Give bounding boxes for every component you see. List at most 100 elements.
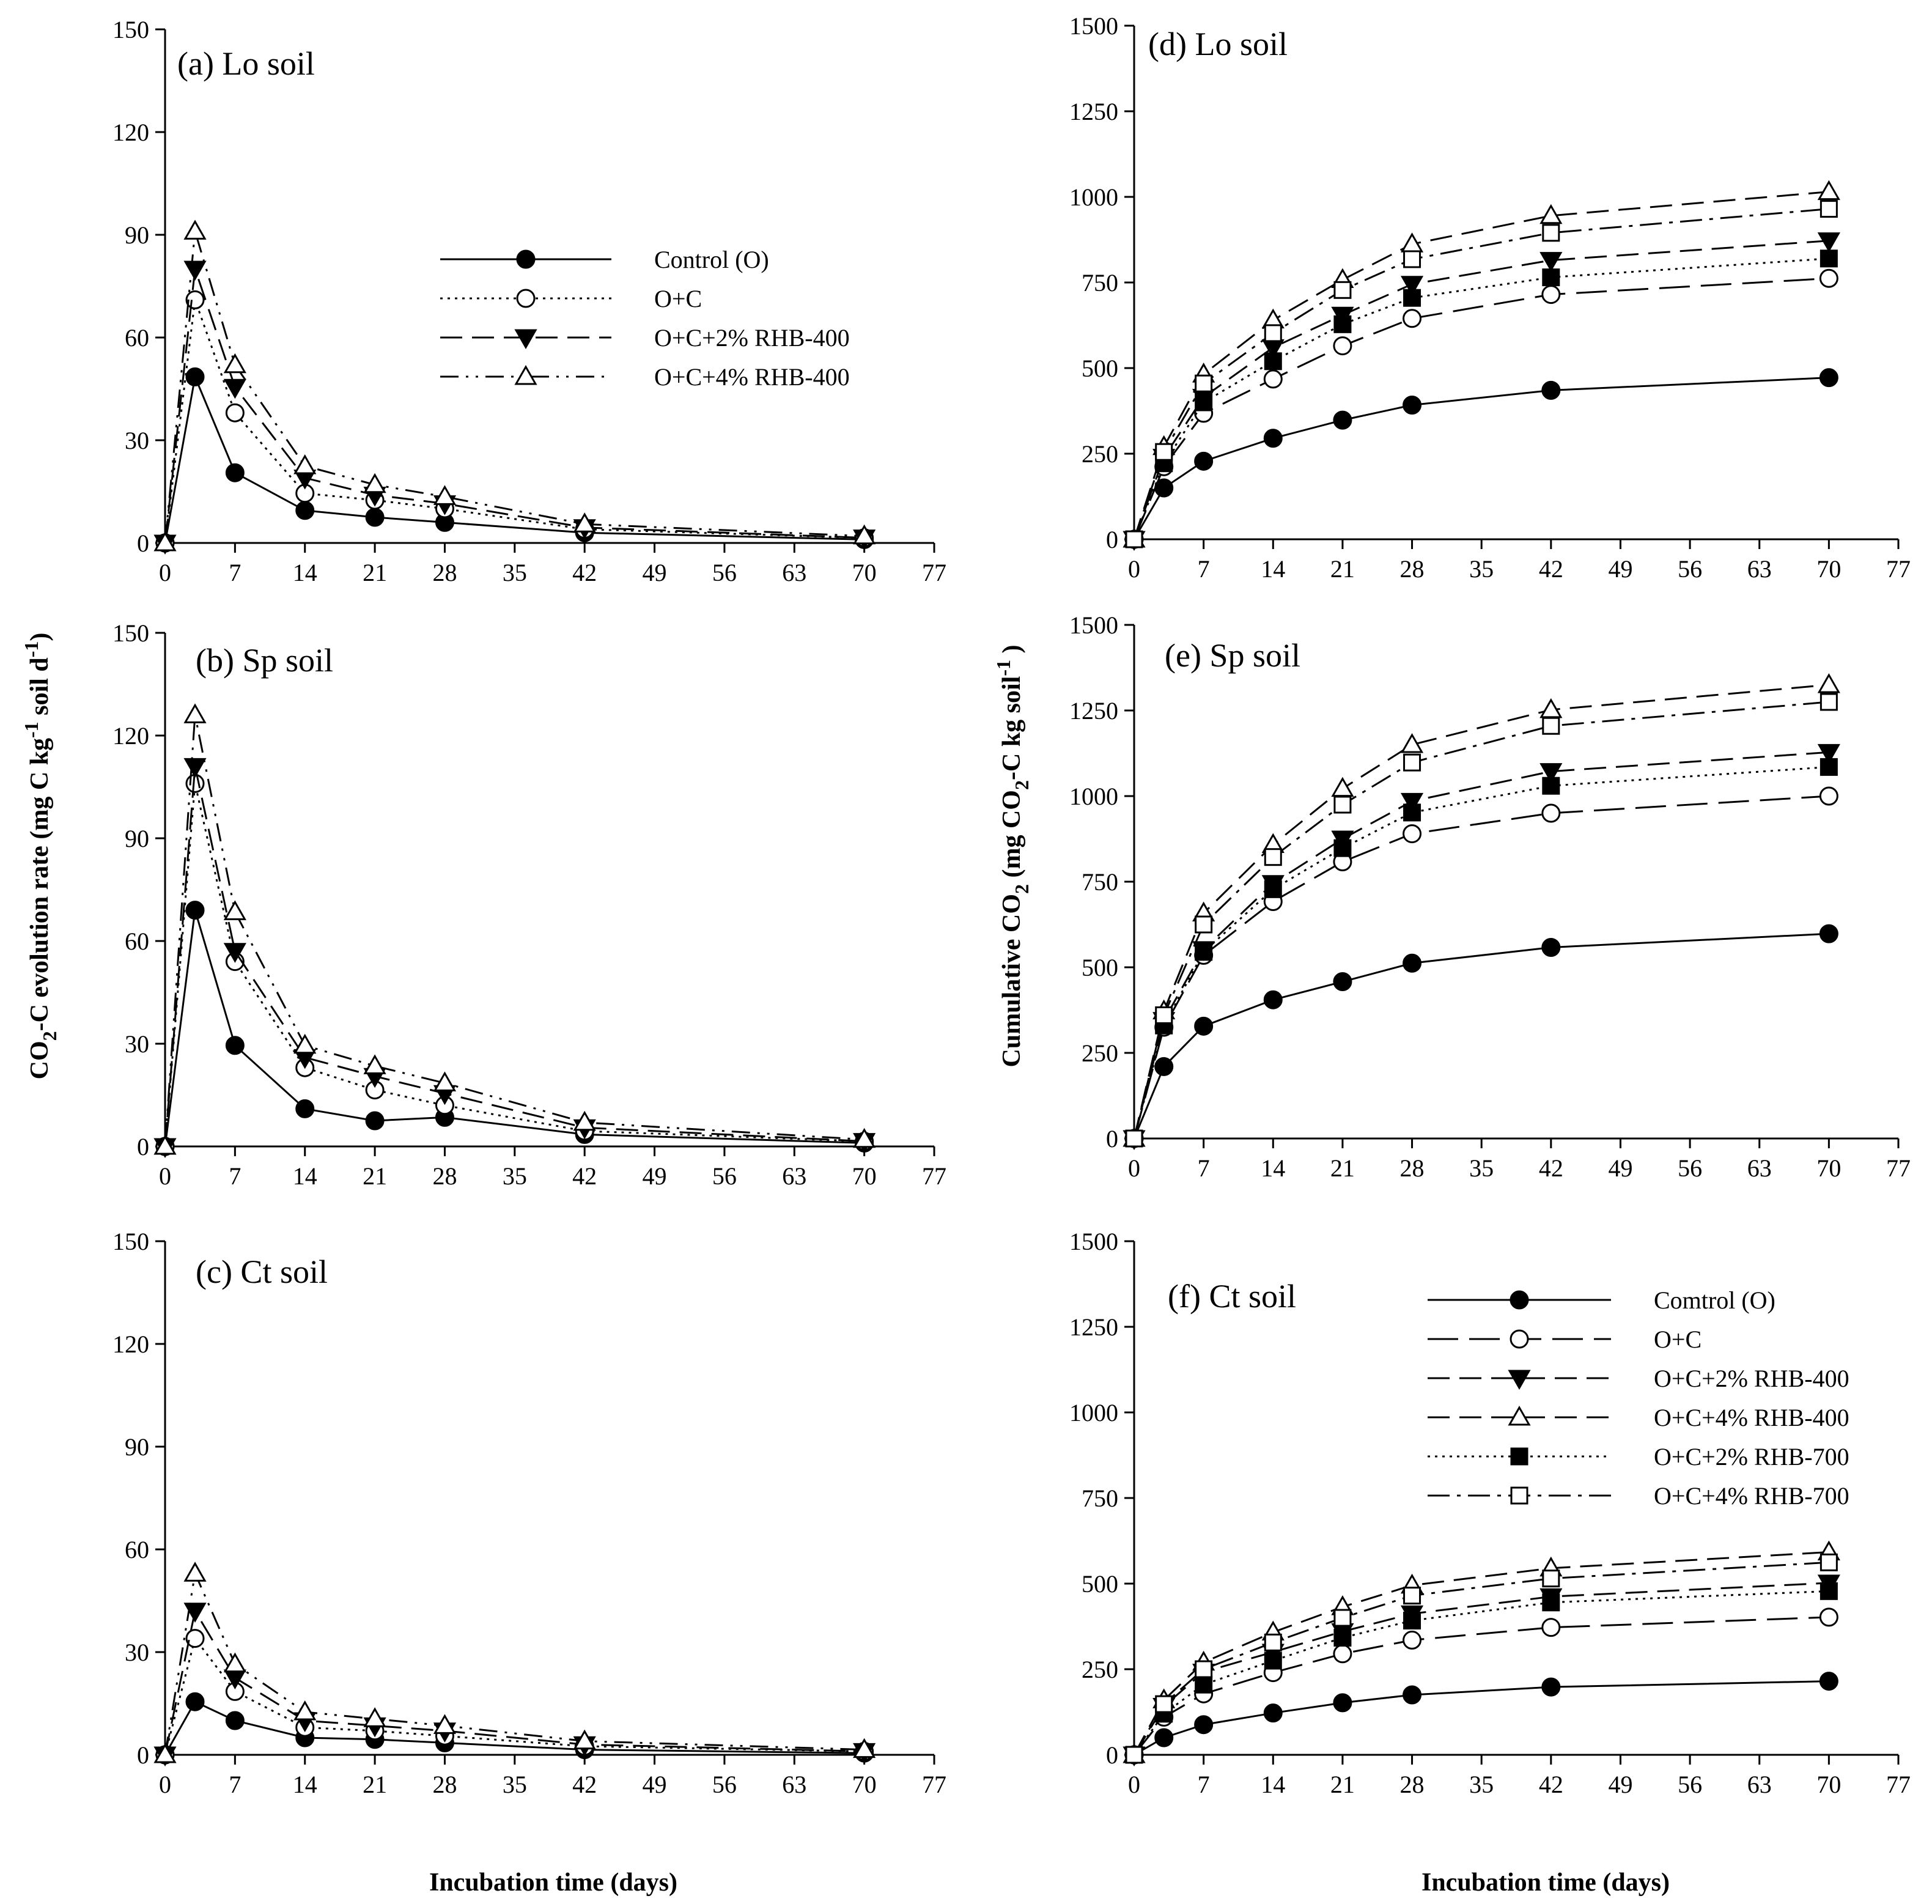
data-point: [185, 1692, 205, 1711]
y-tick-label: 750: [1082, 1485, 1118, 1512]
y-axis-title-right-f: -1: [992, 660, 1014, 676]
data-point: [1333, 1644, 1352, 1664]
data-point: [1403, 824, 1422, 844]
panel-title: (a) Lo soil: [177, 45, 315, 82]
x-tick-label: 56: [1678, 1771, 1702, 1798]
x-tick-label: 77: [922, 559, 946, 586]
series-o-c-4-rhb-400: [1123, 1540, 1840, 1763]
series-control-o-: [1124, 924, 1838, 1148]
x-tick-label: 70: [852, 559, 877, 586]
y-tick-label: 60: [125, 324, 149, 352]
data-point: [225, 1711, 245, 1730]
data-point: [1403, 289, 1421, 307]
data-point: [1820, 693, 1838, 711]
data-point: [1333, 1609, 1352, 1627]
series-line: [1133, 1582, 1829, 1755]
data-point: [1403, 953, 1422, 973]
data-point: [223, 1652, 246, 1673]
x-tick-label: 35: [503, 559, 527, 586]
series-line: [1133, 1616, 1829, 1755]
y-axis-title-left-g: ): [26, 633, 54, 641]
data-point: [853, 524, 876, 545]
x-tick-label: 56: [1678, 1154, 1702, 1182]
legend-marker: [1508, 1405, 1531, 1426]
data-point: [1819, 368, 1838, 388]
x-tick-label: 77: [1886, 1154, 1911, 1182]
data-point: [1195, 1660, 1213, 1678]
data-point: [573, 1110, 596, 1131]
data-point: [1403, 1611, 1421, 1629]
x-axis-title-left: Incubation time (days): [429, 1869, 677, 1897]
series-o-c-4-rhb-700: [1125, 693, 1838, 1148]
series-o-c: [1124, 786, 1838, 1148]
data-point: [1820, 758, 1838, 776]
data-point: [1819, 924, 1838, 943]
y-tick-label: 1000: [1069, 1399, 1118, 1426]
x-tick-label: 77: [922, 1771, 946, 1798]
y-tick-label: 120: [112, 1330, 149, 1358]
data-point: [293, 454, 317, 474]
y-tick-label: 90: [125, 221, 149, 249]
series-line: [1133, 257, 1829, 540]
data-point: [1400, 732, 1424, 753]
y-axis-title-right-b: 2: [1011, 884, 1033, 894]
y-axis-title-left-b: 2: [39, 1031, 61, 1041]
legend-label: O+C+2% RHB-400: [1654, 1365, 1849, 1392]
data-point: [225, 463, 245, 482]
y-axis-title-left-e: soil d: [26, 657, 54, 721]
y-tick-label: 1000: [1069, 783, 1118, 810]
y-tick-label: 1500: [1069, 1228, 1118, 1255]
series-line: [164, 1608, 865, 1755]
x-tick-label: 70: [1816, 1154, 1841, 1182]
x-tick-label: 42: [1539, 1771, 1563, 1798]
y-tick-label: 1250: [1069, 697, 1118, 725]
x-tick-label: 28: [432, 559, 457, 586]
data-point: [1333, 315, 1352, 333]
legend-marker: [1510, 1329, 1529, 1349]
legend-label: O+C+2% RHB-700: [1654, 1443, 1849, 1470]
x-tick-label: 21: [363, 559, 387, 586]
panel-e-sp-soil-cumulative: 0 7 14 21 28 35 42 49 56 63 70 77 0 250 500 750 1000 1250…: [1069, 611, 1911, 1182]
data-point: [1194, 1715, 1214, 1735]
y-tick-label: 0: [137, 1133, 149, 1160]
data-point: [1263, 369, 1283, 389]
y-tick-label: 250: [1082, 1039, 1118, 1067]
data-point: [1403, 250, 1421, 268]
panel-b-sp-soil-rate: 0 7 14 21 28 35 42 49 56 63 70 77 0 30 60 90 120 150 (b) S…: [112, 619, 946, 1190]
y-tick-label: 1250: [1069, 98, 1118, 125]
series-line: [1133, 1561, 1829, 1755]
series-comtrol-o-: [1124, 1672, 1838, 1765]
series-o-c-4-rhb-400: [153, 220, 876, 552]
y-tick-label: 250: [1082, 1656, 1118, 1683]
series-line: [1133, 1590, 1829, 1755]
y-tick-label: 150: [112, 16, 149, 43]
legend-label: Comtrol (O): [1654, 1286, 1775, 1314]
legend: Comtrol (O) O+C O+C+2% RHB-400 O+C+4% RHB-4…: [1428, 1286, 1849, 1510]
series-o-c-4-rhb-400: [153, 703, 876, 1155]
y-tick-label: 1250: [1069, 1313, 1118, 1341]
legend-marker: [1510, 1486, 1528, 1505]
x-tick-label: 56: [1678, 555, 1702, 583]
panel-d-lo-soil-cumulative: 0 7 14 21 28 35 42 49 56 63 70 77 0 250 500 750 1000 1250…: [1069, 12, 1911, 583]
y-tick-label: 500: [1082, 355, 1118, 382]
data-point: [1542, 1570, 1560, 1588]
x-tick-label: 28: [432, 1162, 457, 1190]
y-tick-label: 250: [1082, 440, 1118, 468]
x-tick-label: 77: [1886, 1771, 1911, 1798]
y-axis-title-left-a: CO: [26, 1041, 54, 1079]
legend-label: O+C: [1654, 1326, 1702, 1353]
x-tick-label: 42: [572, 1771, 597, 1798]
data-point: [1400, 276, 1424, 296]
series-o-c-4-rhb-400: [1123, 180, 1840, 548]
data-point: [1403, 309, 1422, 328]
series-o-c: [155, 1629, 874, 1765]
x-tick-label: 63: [1747, 1771, 1772, 1798]
legend-label: O+C+4% RHB-400: [654, 363, 850, 391]
data-point: [1819, 1607, 1838, 1627]
data-point: [1403, 1630, 1422, 1650]
x-tick-label: 42: [572, 1162, 597, 1190]
data-point: [295, 1099, 315, 1118]
x-tick-label: 35: [1469, 1154, 1494, 1182]
data-point: [1333, 281, 1352, 299]
data-point: [1539, 763, 1563, 783]
